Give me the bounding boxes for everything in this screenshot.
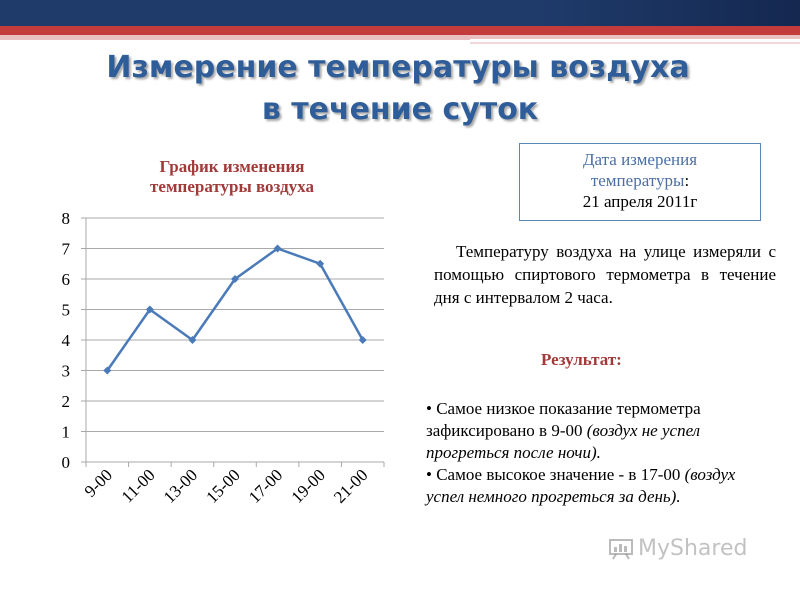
x-tick-label: 15-00	[202, 465, 243, 506]
data-point	[188, 336, 197, 344]
y-tick-label: 4	[62, 331, 71, 350]
result-item-lowest: • Самое низкое показание термометра зафи…	[426, 398, 766, 464]
slide-title-line-2: в течение суток	[261, 92, 539, 127]
measurement-date: 21 апреля 2011г	[582, 192, 698, 211]
date-label-line-1: Дата измерения	[582, 150, 698, 169]
measurement-date-box: Дата измерения температуры: 21 апреля 20…	[519, 143, 761, 221]
y-axis-ticks: 0 1 2 3 4 5 6 7 8	[62, 209, 86, 472]
result-item-highest: • Самое высокое значение - в 17-00 (возд…	[426, 464, 766, 508]
y-tick-label: 5	[62, 301, 71, 320]
y-tick-label: 1	[62, 423, 71, 442]
result-item-note: (воздух успел немного прогреться за день…	[426, 465, 736, 506]
data-point	[145, 305, 154, 314]
data-point	[358, 336, 367, 344]
date-label-line-2-wrap: температуры:	[591, 171, 689, 190]
bullet-marker: •	[426, 399, 432, 418]
header-band	[0, 0, 800, 40]
x-tick-label: 11-00	[118, 465, 159, 506]
watermark: MyShared	[608, 536, 747, 561]
x-tick-label: 13-00	[160, 465, 201, 506]
y-tick-label: 8	[62, 209, 71, 228]
data-point	[316, 259, 325, 268]
slide-title-line-1: Измерение температуры воздуха	[106, 50, 690, 85]
result-item-text: Самое низкое показание термометра зафикс…	[426, 399, 701, 440]
x-axis-ticks: 9-00 11-00 13-00 15-00 17-00 19-00 21-00	[81, 462, 385, 507]
date-label-line-2: температуры	[590, 171, 685, 190]
y-tick-label: 2	[62, 392, 71, 411]
data-point	[103, 366, 112, 375]
method-description: Температуру воздуха на улице измеряли с …	[434, 242, 776, 307]
y-tick-label: 7	[62, 240, 71, 259]
result-item-note: (воздух не успел прогреться после ночи).	[426, 421, 701, 462]
watermark-text: MyShared	[638, 536, 748, 561]
chart-grid	[86, 217, 384, 432]
data-point	[231, 275, 239, 283]
result-item-text: Самое высокое значение - в 17-00	[436, 465, 681, 484]
chart-series	[103, 244, 367, 375]
y-tick-label: 3	[62, 362, 71, 381]
header-dark-fade	[540, 0, 800, 26]
data-point	[273, 244, 282, 253]
y-tick-label: 6	[62, 270, 71, 289]
date-label-colon: :	[684, 171, 690, 190]
x-tick-label: 9-00	[81, 465, 116, 500]
bullet-marker: •	[426, 465, 432, 484]
result-heading: Результат:	[541, 350, 622, 369]
y-tick-label: 0	[62, 453, 71, 472]
x-tick-label: 17-00	[245, 465, 286, 506]
x-tick-label: 21-00	[330, 465, 371, 506]
result-list: • Самое низкое показание термометра зафи…	[426, 398, 766, 508]
x-tick-label: 19-00	[287, 465, 328, 506]
presentation-board-icon	[609, 539, 633, 560]
chart-title: График изменения температуры воздуха	[150, 157, 314, 196]
header-red-stripe	[0, 26, 800, 35]
header-accent-stripe	[470, 39, 800, 53]
header-pink-stripe	[0, 35, 800, 40]
